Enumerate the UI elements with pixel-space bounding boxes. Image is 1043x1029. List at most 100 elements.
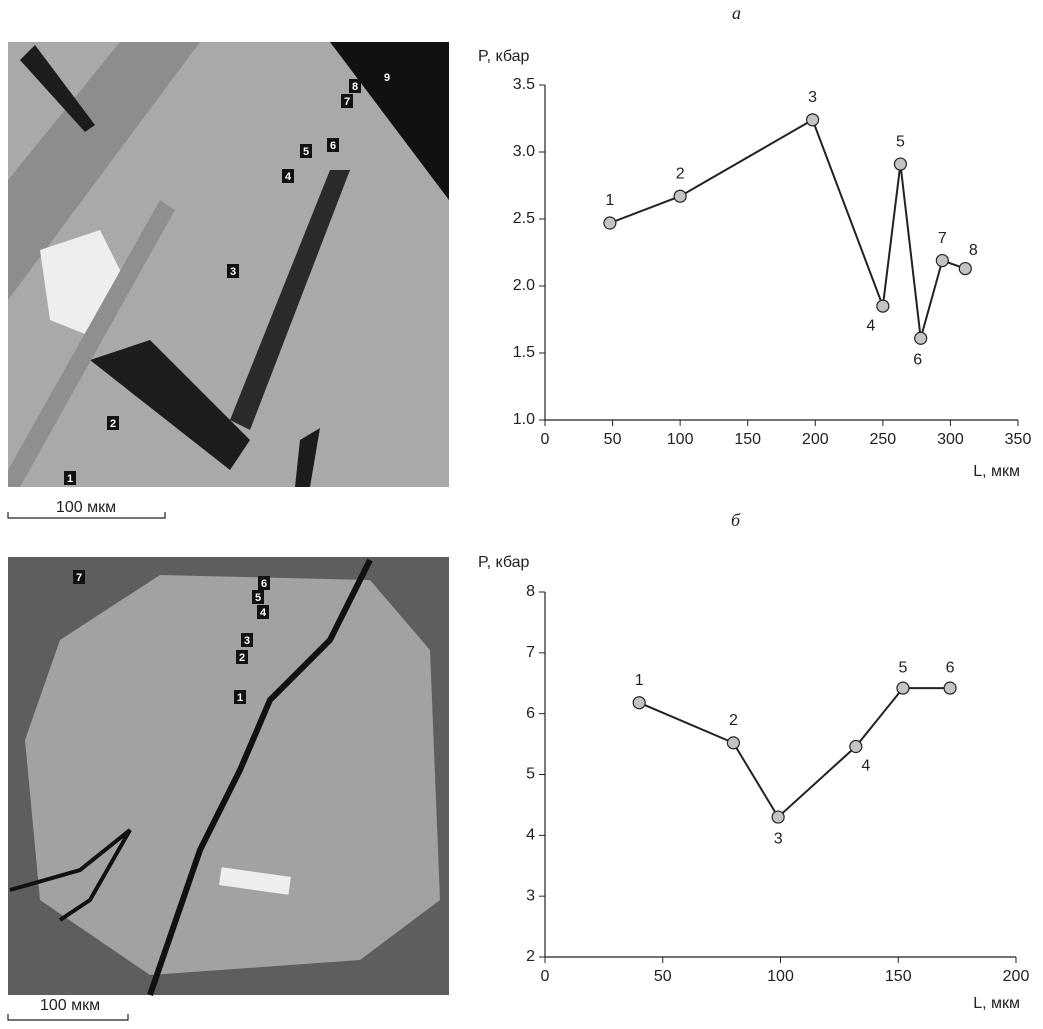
point-marker [241,633,253,647]
point-number: 1 [635,672,644,689]
data-point [849,739,863,754]
data-point [805,113,820,127]
data-point [896,681,910,695]
point-label: 2 [239,652,245,664]
point-number: 8 [969,242,978,259]
point-label: 9 [384,72,390,84]
x-tick-label: 350 [1005,431,1032,448]
y-tick-label: 1.5 [513,344,535,361]
point-label: 6 [330,140,336,152]
micrograph [8,557,449,996]
data-point [935,253,949,268]
point-label: 1 [67,473,73,485]
point-marker [341,94,353,108]
x-axis-label: L, мкм [973,463,1020,480]
point-label: 4 [260,607,267,619]
data-point [943,681,957,695]
point-marker [327,138,339,152]
point-number: 7 [938,230,947,247]
y-tick-label: 7 [526,644,535,661]
point-label: 3 [230,266,236,278]
data-point [632,696,646,710]
micrograph [8,42,449,487]
scale-bar [7,512,166,519]
point-number: 1 [605,192,614,209]
point-marker [73,570,85,584]
data-line [638,687,951,819]
data-line [609,118,966,339]
point-label: 5 [303,146,309,158]
y-tick-label: 5 [526,766,535,783]
point-label: 6 [261,578,267,590]
y-tick-label: 2.5 [513,210,535,227]
y-tick-label: 3.5 [513,76,535,93]
y-tick-label: 6 [526,705,535,722]
x-tick-label: 0 [541,968,550,985]
data-point [673,189,687,203]
y-axis-label: P, кбар [478,48,530,65]
x-axis-label: L, мкм [973,995,1020,1012]
y-tick-label: 8 [526,583,535,600]
x-tick-label: 200 [1003,968,1030,985]
y-tick-label: 1.0 [513,411,535,428]
point-number: 6 [913,351,922,368]
data-point [603,216,617,230]
x-tick-label: 200 [802,431,829,448]
x-tick-label: 300 [937,431,964,448]
point-number: 5 [899,659,908,676]
point-marker [234,690,246,704]
point-label: 5 [255,592,261,604]
point-marker [349,79,361,93]
point-number: 5 [896,133,905,150]
point-label: 1 [237,692,243,704]
scale-bar [7,1014,129,1021]
point-marker [257,605,269,619]
point-marker [64,471,76,485]
x-tick-label: 250 [870,431,897,448]
point-marker [282,169,294,183]
x-tick-label: 150 [734,431,761,448]
x-tick-label: 50 [654,968,672,985]
point-number: 2 [676,165,685,182]
data-point [914,331,928,345]
y-tick-label: 3.0 [513,143,535,160]
point-number: 4 [861,758,870,775]
x-tick-label: 100 [767,968,794,985]
data-point [958,261,972,276]
point-number: 6 [946,659,955,676]
point-number: 4 [866,317,875,334]
point-marker [381,70,393,84]
data-point [771,810,785,824]
point-number: 2 [729,712,738,729]
point-marker [252,590,264,604]
point-label: 3 [244,635,250,647]
point-marker [236,650,248,664]
data-point [876,299,890,313]
point-label: 7 [76,572,82,584]
point-label: 4 [285,171,292,183]
y-tick-label: 3 [526,887,535,904]
point-label: 2 [110,418,116,430]
x-tick-label: 150 [885,968,912,985]
point-marker [300,144,312,158]
point-marker [258,576,270,590]
scale-bar-label: 100 мкм [40,997,100,1014]
y-tick-label: 2 [526,948,535,965]
x-tick-label: 100 [667,431,694,448]
data-point [726,736,741,750]
data-point [893,157,908,171]
point-marker [107,416,119,430]
scale-bar-label: 100 мкм [56,499,116,516]
point-number: 3 [808,89,817,106]
y-tick-label: 2.0 [513,277,535,294]
panel-label: а [732,3,741,23]
x-tick-label: 0 [541,431,550,448]
y-tick-label: 4 [526,827,535,844]
point-label: 8 [352,81,358,93]
panel-label: б [731,510,741,530]
point-marker [227,264,239,278]
y-axis-label: P, кбар [478,554,530,571]
point-label: 7 [344,96,350,108]
point-number: 3 [774,830,783,847]
x-tick-label: 50 [604,431,622,448]
